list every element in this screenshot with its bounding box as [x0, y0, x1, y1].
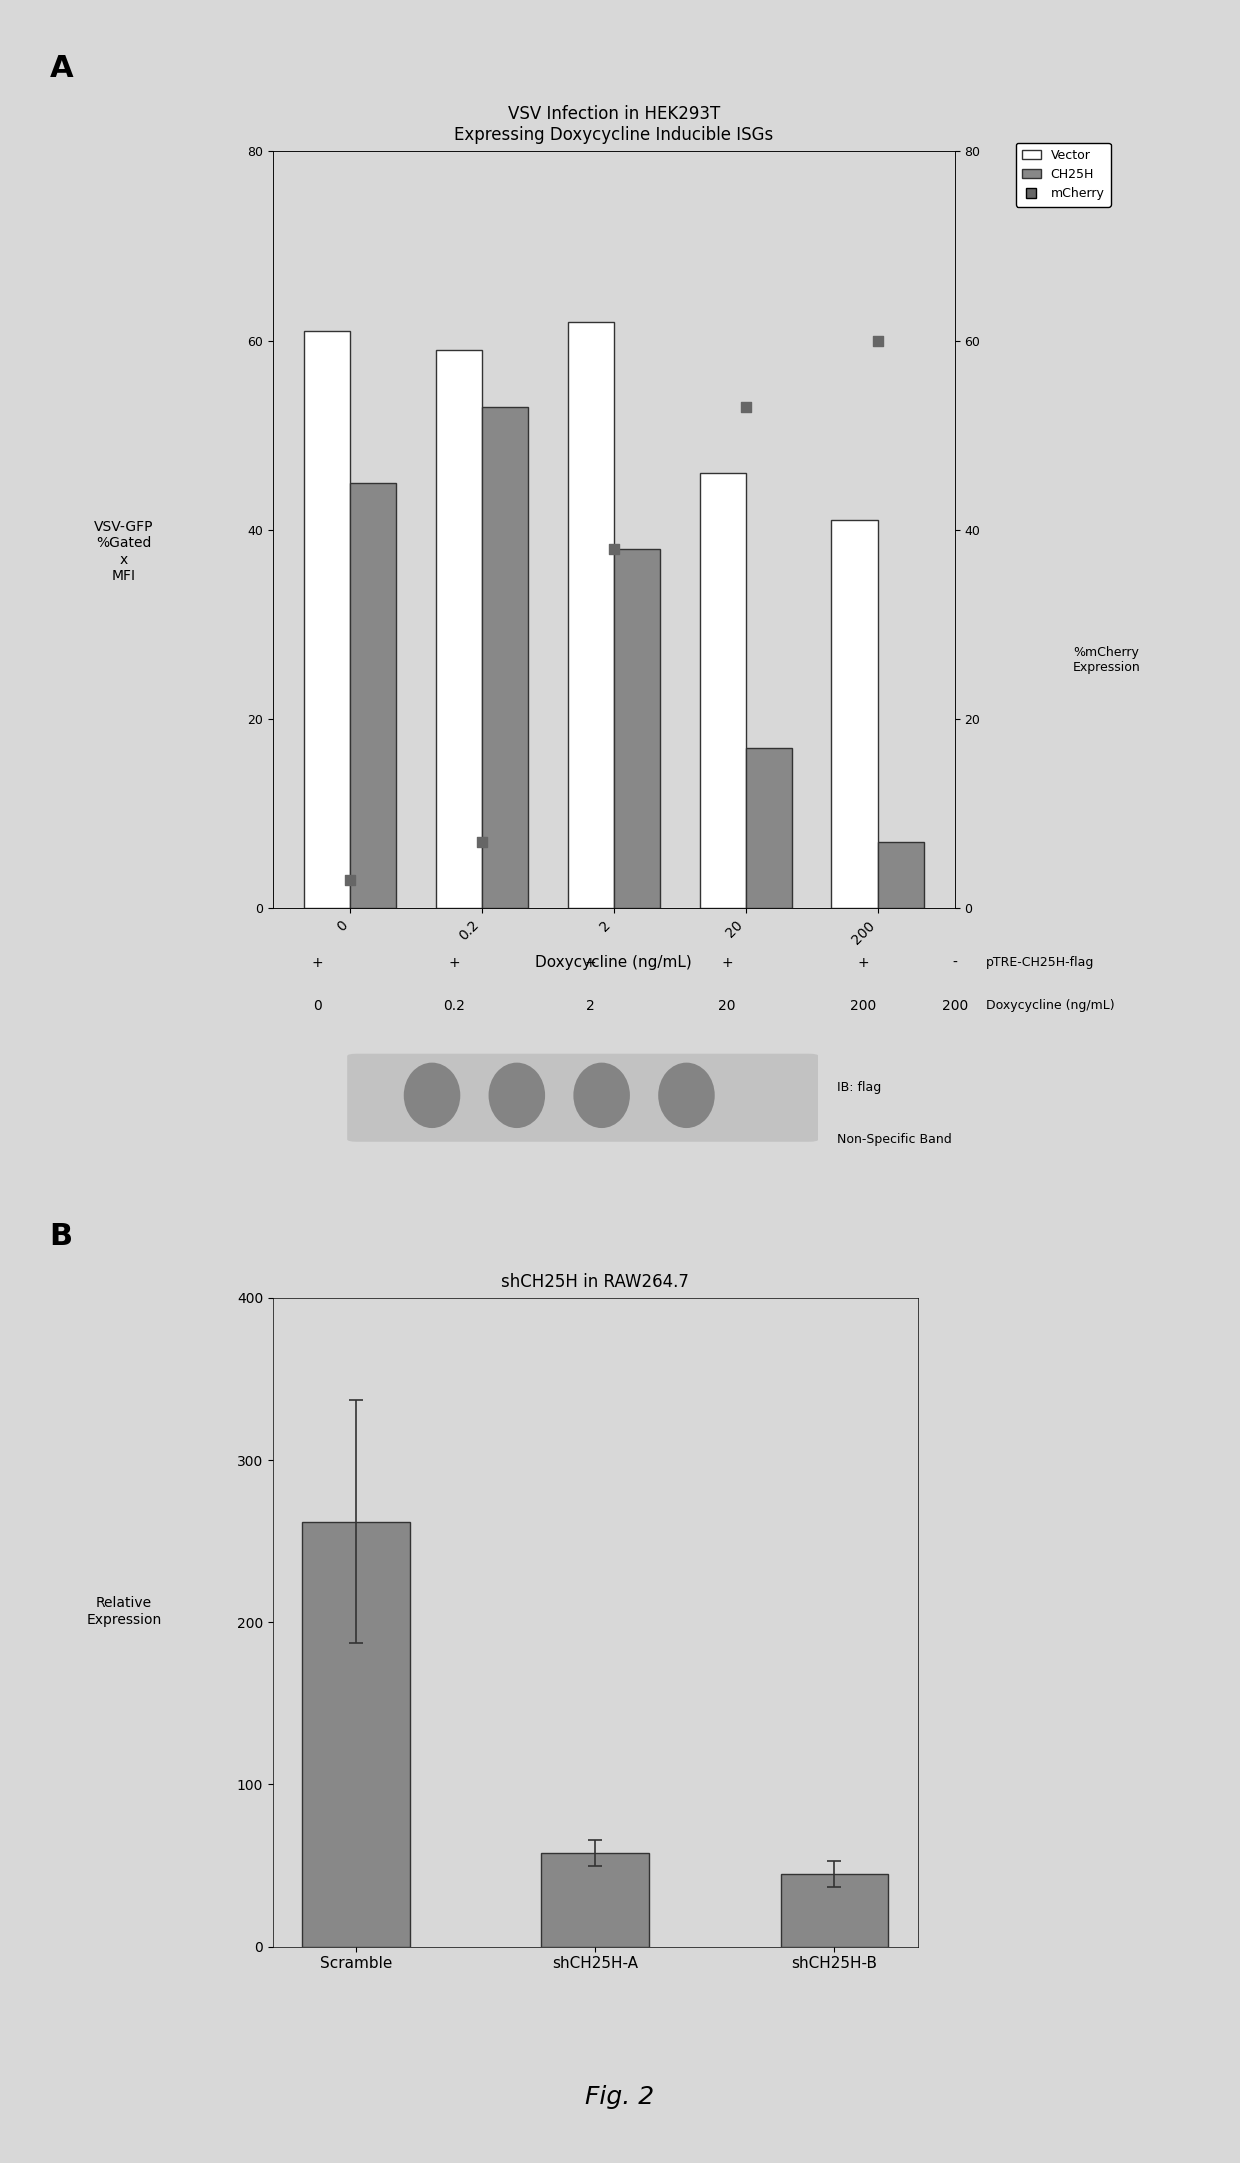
Point: [868, 324, 888, 359]
Point: [735, 389, 755, 424]
Bar: [482, 407, 528, 908]
Bar: [542, 1852, 649, 1947]
Text: IB: flag: IB: flag: [837, 1082, 882, 1094]
Text: +: +: [722, 956, 733, 969]
Bar: [350, 482, 396, 908]
Text: Doxycycline (ng/mL): Doxycycline (ng/mL): [986, 999, 1115, 1012]
Bar: [614, 549, 660, 908]
Text: +: +: [858, 956, 869, 969]
Text: Fig. 2: Fig. 2: [585, 2085, 655, 2109]
Bar: [699, 474, 745, 908]
Text: 20: 20: [718, 999, 735, 1012]
Bar: [745, 748, 792, 908]
Text: +: +: [449, 956, 460, 969]
Text: 2: 2: [587, 999, 595, 1012]
Text: pTRE-CH25H-flag: pTRE-CH25H-flag: [986, 956, 1094, 969]
Text: +: +: [585, 956, 596, 969]
Point: [604, 532, 624, 567]
Bar: [304, 331, 350, 908]
Point: [340, 863, 360, 898]
Ellipse shape: [489, 1062, 546, 1129]
Point: [472, 824, 492, 859]
Text: Relative
Expression: Relative Expression: [87, 1596, 161, 1627]
Text: 0.2: 0.2: [443, 999, 465, 1012]
Text: 0: 0: [314, 999, 322, 1012]
Ellipse shape: [404, 1062, 460, 1129]
Text: 200: 200: [851, 999, 877, 1012]
Text: Non-Specific Band: Non-Specific Band: [837, 1133, 952, 1146]
Bar: [832, 521, 878, 908]
Title: VSV Infection in HEK293T
Expressing Doxycycline Inducible ISGs: VSV Infection in HEK293T Expressing Doxy…: [454, 106, 774, 145]
Ellipse shape: [573, 1062, 630, 1129]
Text: A: A: [50, 54, 73, 82]
Ellipse shape: [658, 1062, 714, 1129]
Title: shCH25H in RAW264.7: shCH25H in RAW264.7: [501, 1272, 689, 1291]
X-axis label: Doxycycline (ng/mL): Doxycycline (ng/mL): [536, 956, 692, 969]
Text: B: B: [50, 1222, 73, 1250]
Text: %mCherry
Expression: %mCherry Expression: [1073, 647, 1141, 673]
Text: VSV-GFP
%Gated
x
MFI: VSV-GFP %Gated x MFI: [94, 521, 154, 582]
Text: 200: 200: [941, 999, 968, 1012]
Bar: [781, 1873, 888, 1947]
Bar: [303, 1523, 409, 1947]
Bar: [568, 322, 614, 908]
Text: +: +: [312, 956, 324, 969]
FancyBboxPatch shape: [347, 1053, 818, 1142]
Bar: [435, 350, 482, 908]
Bar: [878, 841, 924, 908]
Text: -: -: [952, 956, 957, 969]
Legend: Vector, CH25H, mCherry: Vector, CH25H, mCherry: [1016, 143, 1111, 205]
